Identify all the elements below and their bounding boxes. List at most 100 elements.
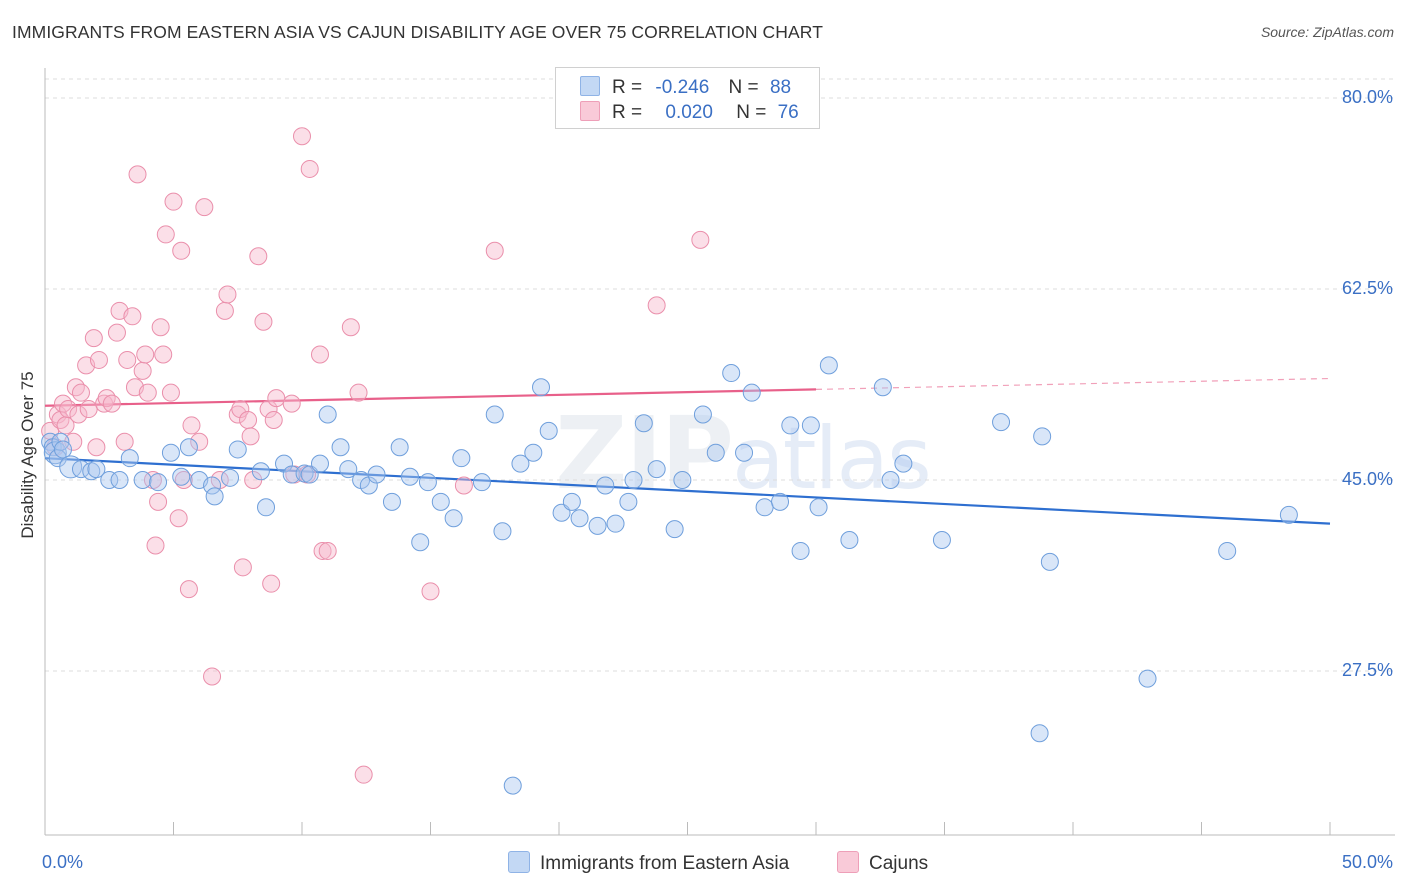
cajuns-point [203, 667, 222, 686]
points-eastern-asia [41, 356, 1298, 795]
eastern-asia-point [781, 416, 800, 435]
cajuns-point [349, 383, 368, 402]
cajuns-point [87, 438, 106, 457]
chart-title: IMMIGRANTS FROM EASTERN ASIA VS CAJUN DI… [12, 22, 824, 42]
points-cajuns [41, 127, 710, 784]
eastern-asia-point [53, 440, 72, 459]
legend-r-label: R = [612, 102, 643, 123]
eastern-asia-point [570, 509, 589, 528]
eastern-asia-point [1138, 669, 1157, 688]
cajuns-point [69, 405, 88, 424]
cajuns-point [691, 230, 710, 249]
cajuns-point [267, 389, 286, 408]
cajuns-point [115, 432, 134, 451]
cajuns-point [151, 318, 170, 337]
eastern-asia-point [873, 378, 892, 397]
cajuns-point [190, 432, 209, 451]
eastern-asia-point [251, 462, 270, 481]
cajuns-point [215, 301, 234, 320]
cajuns-point [102, 394, 121, 413]
eastern-asia-point [367, 465, 386, 484]
eastern-asia-point [791, 541, 810, 560]
eastern-asia-point [411, 533, 430, 552]
x-tick-label-min: 0.0% [42, 852, 84, 872]
cajuns-point [59, 400, 78, 419]
cajuns-point [154, 345, 173, 364]
eastern-asia-point [318, 405, 337, 424]
correlation-legend: R = -0.246 N = 88 R = 0.020 N = 76 [555, 67, 820, 129]
cajuns-point [118, 350, 137, 369]
cajuns-point [174, 471, 193, 489]
cajuns-point [169, 509, 188, 528]
eastern-asia-point [149, 473, 168, 492]
eastern-asia-point [339, 460, 358, 479]
eastern-asia-point [390, 438, 409, 457]
eastern-asia-point [331, 438, 350, 457]
bottom-legend-eastern-asia: Immigrants from Eastern Asia [508, 851, 789, 875]
eastern-asia-point [992, 413, 1011, 432]
eastern-asia-point [493, 522, 512, 541]
bottom-legend-swatch-pink [837, 851, 859, 873]
trend-line-cajuns [44, 377, 1331, 407]
legend-r-label: R = [612, 77, 643, 98]
cajuns-point [164, 192, 183, 211]
y-tick-label: 62.5% [1341, 278, 1393, 298]
cajuns-point [254, 312, 273, 331]
cajuns-point [485, 241, 504, 260]
eastern-asia-point [257, 498, 276, 517]
eastern-asia-point [87, 460, 106, 479]
eastern-asia-point [881, 471, 900, 489]
cajuns-point [241, 427, 260, 446]
eastern-asia-point [110, 471, 129, 489]
eastern-asia-point [179, 438, 198, 457]
eastern-asia-point [673, 471, 692, 489]
cajuns-point [107, 323, 126, 342]
eastern-asia-point [624, 471, 643, 489]
legend-row-cajuns: R = 0.020 N = 76 [580, 101, 799, 125]
cajuns-point [133, 361, 152, 380]
eastern-asia-point [59, 455, 83, 479]
cajuns-point [53, 394, 72, 413]
eastern-asia-point [619, 492, 638, 511]
bottom-legend-cajuns: Cajuns [837, 851, 928, 875]
cajuns-point [66, 378, 85, 397]
eastern-asia-point [503, 776, 522, 795]
cajuns-point [138, 383, 157, 402]
eastern-asia-point [133, 471, 152, 489]
eastern-asia-point [1033, 427, 1052, 446]
cajuns-point [149, 492, 168, 511]
cajuns-point [182, 416, 201, 435]
eastern-asia-point [203, 476, 222, 495]
eastern-asia-point [485, 405, 504, 424]
eastern-asia-point [1030, 724, 1049, 743]
eastern-asia-point [1279, 505, 1298, 524]
eastern-asia-point [418, 473, 437, 492]
eastern-asia-point [120, 449, 139, 468]
cajuns-point [84, 329, 103, 348]
legend-r-value: 0.020 [665, 102, 713, 123]
eastern-asia-point [706, 443, 725, 462]
grid-lines [45, 78, 1395, 672]
eastern-asia-point [444, 509, 463, 528]
cajuns-point [233, 558, 252, 577]
y-axis-label: Disability Age Over 75 [18, 371, 37, 539]
eastern-asia-point [755, 498, 774, 517]
eastern-asia-point [472, 473, 491, 492]
y-tick-label: 45.0% [1341, 469, 1393, 489]
cajuns-point [64, 432, 83, 451]
bottom-legend-label: Cajuns [869, 853, 929, 874]
eastern-asia-point [221, 468, 240, 487]
eastern-asia-point [452, 449, 471, 468]
bottom-legend-label: Immigrants from Eastern Asia [540, 853, 790, 874]
eastern-asia-point [1218, 541, 1237, 560]
eastern-asia-point [400, 467, 419, 486]
cajuns-point [97, 389, 116, 408]
eastern-asia-point [606, 514, 625, 533]
cajuns-point [172, 241, 191, 260]
legend-swatch-blue [580, 76, 600, 96]
eastern-asia-point [722, 364, 741, 383]
legend-n-value: 76 [777, 102, 799, 123]
eastern-asia-point [310, 454, 329, 473]
eastern-asia-point [693, 405, 712, 424]
